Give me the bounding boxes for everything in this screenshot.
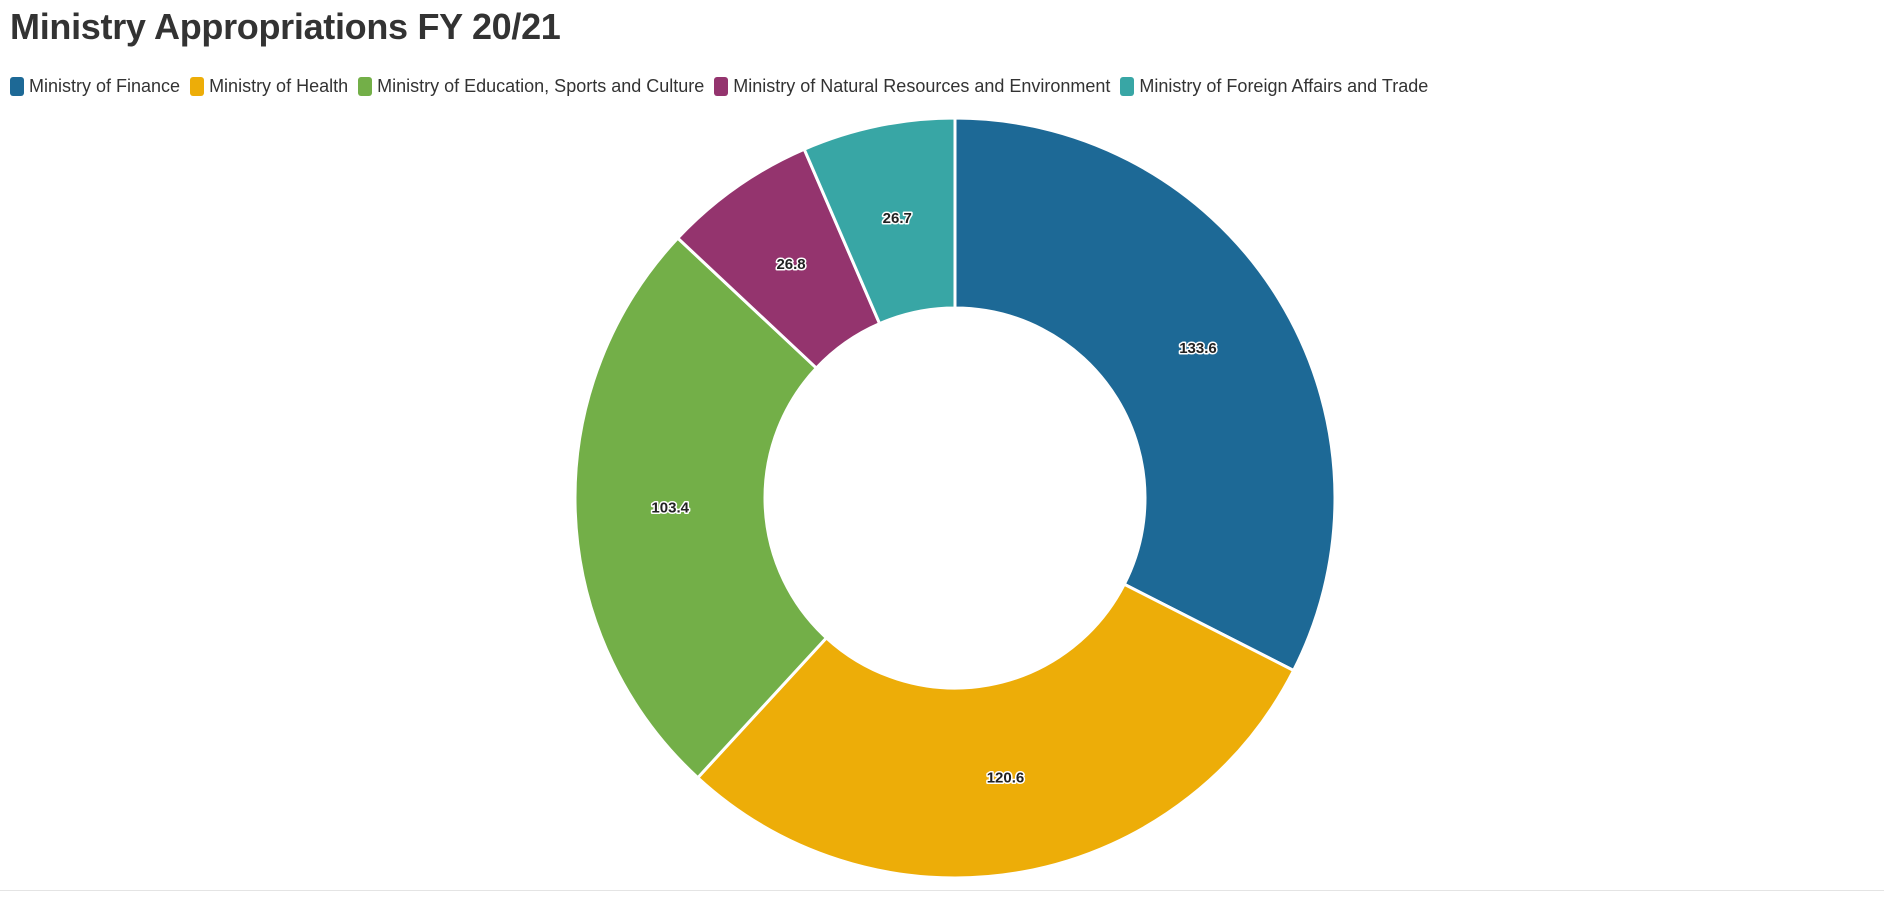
legend-label: Ministry of Finance [29, 76, 181, 96]
footer-divider [0, 890, 1884, 891]
legend-swatch [190, 77, 205, 96]
legend-label: Ministry of Foreign Affairs and Trade [1139, 76, 1429, 96]
legend-swatch [714, 77, 729, 96]
legend-label: Ministry of Natural Resources and Enviro… [733, 76, 1111, 96]
slice-health[interactable] [695, 582, 1296, 880]
slice-foreign-affairs[interactable] [802, 116, 957, 326]
legend-item-finance[interactable]: Ministry of Finance [10, 76, 180, 97]
slice-finance[interactable] [953, 116, 1337, 673]
legend-item-foreign-affairs[interactable]: Ministry of Foreign Affairs and Trade [1120, 76, 1428, 97]
slice-education[interactable] [573, 235, 829, 780]
legend-item-natural-resources[interactable]: Ministry of Natural Resources and Enviro… [714, 76, 1110, 97]
legend: Ministry of Finance Ministry of Health M… [10, 76, 1428, 97]
legend-item-education[interactable]: Ministry of Education, Sports and Cultur… [358, 76, 704, 97]
legend-label: Ministry of Health [209, 76, 349, 96]
data-label-foreign-affairs: 26.7 [883, 210, 912, 227]
data-label-health: 120.6 [987, 769, 1025, 786]
legend-swatch [358, 77, 373, 96]
data-label-education: 103.4 [651, 500, 689, 517]
legend-swatch [10, 77, 24, 96]
data-label-natural-resources: 26.8 [776, 256, 805, 273]
legend-label: Ministry of Education, Sports and Cultur… [377, 76, 705, 96]
chart-title: Ministry Appropriations FY 20/21 [10, 6, 561, 47]
legend-item-health[interactable]: Ministry of Health [190, 76, 348, 97]
data-label-finance: 133.6 [1179, 340, 1217, 357]
legend-swatch [1120, 77, 1135, 96]
